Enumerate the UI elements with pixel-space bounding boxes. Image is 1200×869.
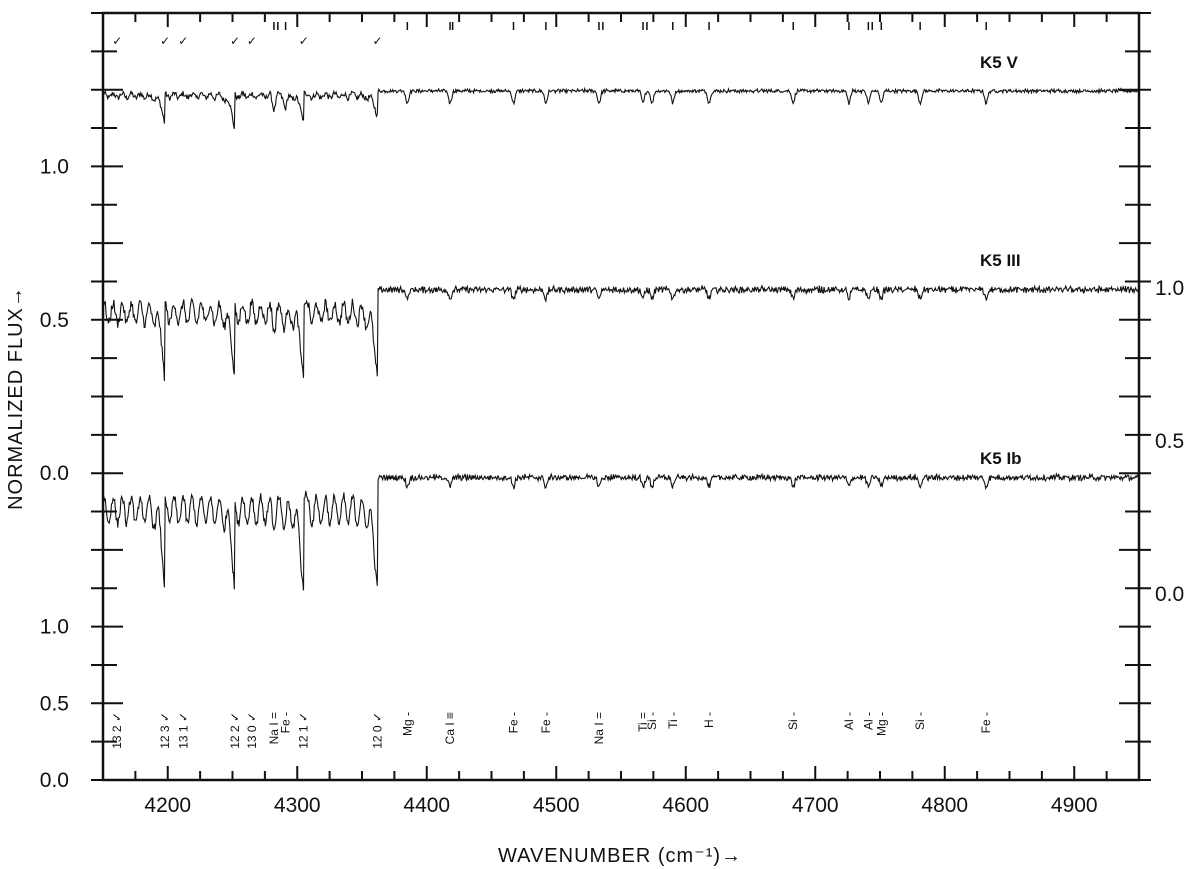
axis-ticks [91,12,1151,781]
y-tick-label-left: 0.0 [40,769,69,792]
line-id-label: Fe - [279,712,293,733]
bandhead-mark: ✓ [160,34,170,48]
x-tick-label: 4800 [921,794,968,817]
line-id-label: Na I = [592,712,606,744]
x-tick-label: 4400 [403,794,450,817]
bandhead-mark: ✓ [299,34,309,48]
bandhead-mark: ✓ [247,34,257,48]
plot-frame [101,11,1141,782]
series-label: K5 V [980,53,1018,72]
y-axis-title: NORMALIZED FLUX→ [5,286,27,510]
line-id-label: 13 0 ✓ [245,712,259,749]
x-tick-label: 4900 [1051,794,1098,817]
x-axis-title: WAVENUMBER (cm⁻¹)→ [498,845,742,867]
line-id-label: Ca I ≡ [443,712,457,744]
y-tick-label-left: 0.0 [40,462,69,485]
line-id-label: Si - [913,712,927,730]
series-label: K5 Ib [980,449,1022,468]
line-id-label: Al - [861,712,875,730]
spectra-group [102,86,1140,591]
line-id-label: Ti - [666,712,680,729]
y-tick-label-right: 1.0 [1155,277,1184,300]
line-id-labels: 13 2 ✓ 12 3 ✓ 13 1 ✓ 12 2 ✓ 13 0 ✓ Na I =Fe -… [110,712,993,749]
y-tick-label-left: 0.5 [40,692,69,715]
bandhead-mark: ✓ [178,34,188,48]
y-tick-label-left: 0.5 [40,309,69,332]
x-tick-label: 4600 [662,794,709,817]
line-id-label: H - [702,712,716,728]
bandhead-mark: ✓ [112,34,122,48]
line-id-label: 12 0 ✓ [371,712,385,749]
line-id-label: Si - [786,712,800,730]
x-tick-label: 4200 [144,794,191,817]
line-id-label: Al - [842,712,856,730]
top-line-marks: ✓ ✓ ✓ ✓ ✓ ✓ ✓ [112,22,987,48]
x-tick-labels: 4200 4300 4400 4500 4600 4700 4800 4900 [144,794,1097,817]
line-id-label: 12 2 ✓ [228,712,242,749]
y-tick-labels: 0.0 0.5 1.0 0.0 0.5 1.0 0.0 0.5 1.0 [40,155,1184,792]
bandhead-mark: ✓ [230,34,240,48]
line-id-label: Fe - [539,712,553,733]
x-tick-label: 4500 [533,794,580,817]
y-tick-label-right: 0.0 [1155,583,1184,606]
series-label: K5 III [980,251,1021,270]
spectrum-line [102,86,1140,130]
x-tick-label: 4700 [792,794,839,817]
y-tick-label-left: 1.0 [40,155,69,178]
x-tick-label: 4300 [274,794,321,817]
line-id-label: 12 3 ✓ [158,712,172,749]
line-id-label: Ti = [636,712,650,732]
y-tick-label-right: 0.5 [1155,430,1184,453]
line-id-label: Mg - [874,712,888,736]
line-id-label: Mg - [400,712,414,736]
line-id-label: 12 1 ✓ [297,712,311,749]
line-id-label: Fe - [507,712,521,733]
line-id-label: Si - [645,712,659,730]
line-id-label: 13 1 ✓ [176,712,190,749]
bandhead-mark: ✓ [373,34,383,48]
spectrum-line [102,284,1140,382]
line-id-label: Na I = [267,712,281,744]
y-tick-label-left: 1.0 [40,616,69,639]
spectrum-line [102,472,1139,591]
line-id-label: Fe - [979,712,993,733]
line-id-label: 13 2 ✓ [110,712,124,749]
series-labels: K5 V K5 III K5 Ib [980,53,1022,468]
